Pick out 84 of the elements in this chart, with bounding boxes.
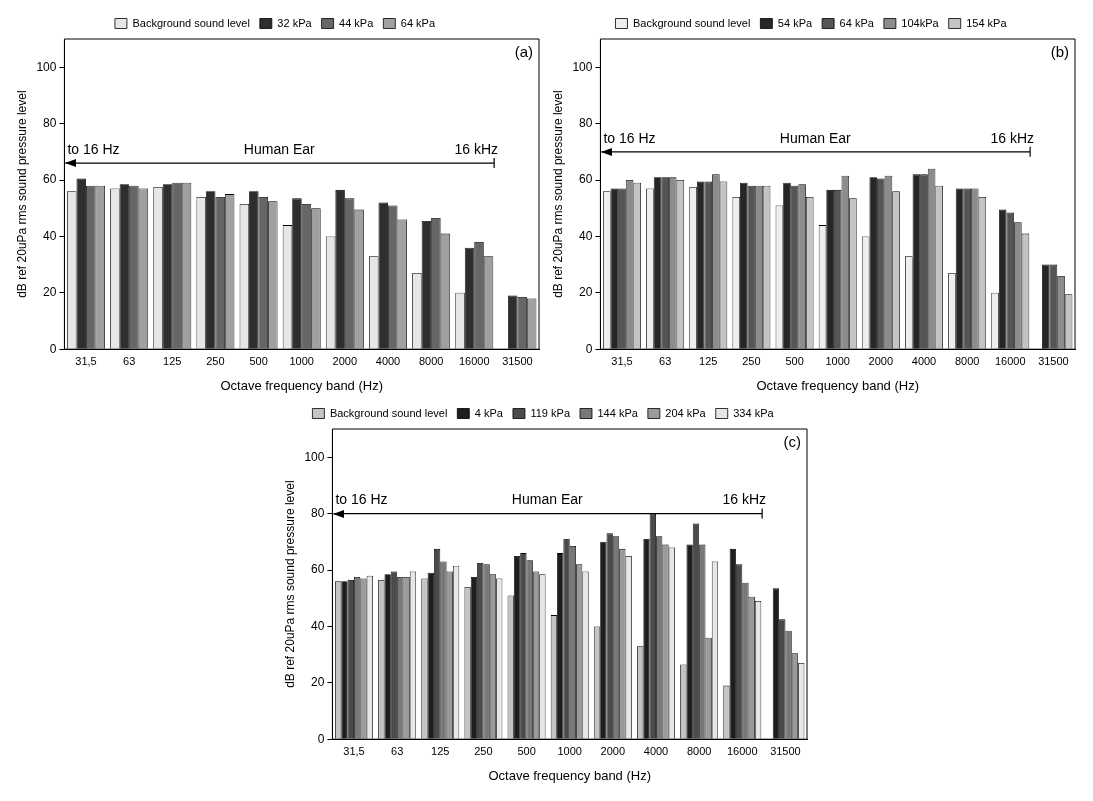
- x-tick-label: 8000: [686, 744, 711, 757]
- y-axis-title: dB ref 20uPa rms sound pressure level: [282, 480, 297, 688]
- y-tick-label: 20: [42, 285, 57, 300]
- x-tick-label: 250: [473, 744, 493, 757]
- y-tick-label: 0: [49, 341, 57, 356]
- y-tick-label: 0: [317, 731, 325, 746]
- x-tick-label: 1000: [556, 744, 582, 757]
- y-tick-label: 40: [310, 618, 325, 633]
- x-tick-label: 63: [658, 354, 671, 367]
- ref-line-label: Human Ear: [511, 491, 583, 508]
- x-tick-label: 4000: [375, 354, 400, 367]
- ref-line-label: Human Ear: [243, 140, 315, 157]
- x-tick-label: 125: [698, 354, 717, 367]
- y-tick-label: 20: [578, 285, 593, 300]
- y-tick-label: 60: [42, 172, 57, 187]
- x-tick-label: 63: [390, 744, 403, 757]
- y-tick-label: 80: [310, 505, 325, 520]
- y-tick-label: 60: [578, 172, 593, 187]
- legend-label: 334 kPa: [732, 406, 774, 419]
- annotation: (c): [783, 432, 801, 450]
- annotation: (b): [1050, 42, 1069, 60]
- x-tick-label: 500: [516, 744, 536, 757]
- x-tick-label: 500: [784, 354, 804, 367]
- y-tick-label: 80: [578, 115, 593, 130]
- annotation: to 16 Hz: [602, 129, 656, 146]
- x-tick-label: 2000: [332, 354, 357, 367]
- legend-label: Background sound level: [131, 16, 250, 29]
- x-tick-label: 31500: [1037, 354, 1069, 367]
- x-tick-label: 500: [248, 354, 268, 367]
- x-tick-label: 31,5: [610, 354, 633, 367]
- legend-label: 44 kPa: [338, 16, 374, 29]
- x-tick-label: 16000: [994, 354, 1026, 367]
- legend-label: 64 kPa: [400, 16, 436, 29]
- y-tick-label: 80: [42, 115, 57, 130]
- annotation: 16 kHz: [454, 140, 498, 157]
- x-tick-label: 1000: [288, 354, 314, 367]
- x-tick-label: 1000: [824, 354, 850, 367]
- legend-label: 204 kPa: [664, 406, 707, 419]
- y-tick-label: 40: [578, 228, 593, 243]
- x-axis-title: Octave frequency band (Hz): [219, 377, 383, 393]
- y-tick-label: 60: [310, 562, 325, 577]
- x-axis-title: Octave frequency band (Hz): [755, 377, 919, 393]
- x-tick-label: 16000: [458, 354, 490, 367]
- x-tick-label: 31500: [769, 744, 801, 757]
- x-tick-label: 8000: [418, 354, 443, 367]
- y-axis-title: dB ref 20uPa rms sound pressure level: [550, 90, 565, 298]
- y-tick-label: 0: [585, 341, 593, 356]
- x-tick-label: 8000: [954, 354, 979, 367]
- x-tick-label: 4000: [643, 744, 668, 757]
- annotation: 16 kHz: [722, 491, 766, 508]
- legend-label: 54 kPa: [777, 16, 813, 29]
- x-tick-label: 16000: [726, 744, 758, 757]
- y-axis-title: dB ref 20uPa rms sound pressure level: [14, 90, 29, 298]
- x-tick-label: 2000: [868, 354, 893, 367]
- y-tick-label: 100: [303, 449, 325, 464]
- annotation: (a): [514, 42, 533, 60]
- ref-line-label: Human Ear: [779, 129, 851, 146]
- annotation: 16 kHz: [990, 129, 1034, 146]
- legend-label: Background sound level: [329, 406, 447, 419]
- x-tick-label: 31500: [501, 354, 533, 367]
- y-tick-label: 100: [571, 59, 593, 74]
- legend-label: 154 kPa: [965, 16, 1007, 29]
- legend-label: 64 kPa: [839, 16, 875, 29]
- legend-label: 4 kPa: [474, 406, 504, 419]
- annotation: to 16 Hz: [334, 491, 388, 508]
- x-axis-title: Octave frequency band (Hz): [487, 767, 651, 783]
- x-tick-label: 125: [430, 744, 449, 757]
- annotation: to 16 Hz: [66, 140, 120, 157]
- x-tick-label: 31,5: [74, 354, 97, 367]
- x-tick-label: 4000: [911, 354, 936, 367]
- x-tick-label: 31,5: [342, 744, 365, 757]
- x-tick-label: 250: [205, 354, 225, 367]
- x-tick-label: 125: [162, 354, 181, 367]
- legend-label: 32 kPa: [276, 16, 312, 29]
- x-tick-label: 2000: [600, 744, 625, 757]
- x-tick-label: 250: [741, 354, 761, 367]
- legend-label: Background sound level: [632, 16, 750, 29]
- y-tick-label: 100: [35, 59, 57, 74]
- y-tick-label: 40: [42, 228, 57, 243]
- legend-label: 119 kPa: [529, 406, 571, 419]
- x-tick-label: 63: [122, 354, 135, 367]
- legend-label: 144 kPa: [597, 406, 639, 419]
- y-tick-label: 20: [310, 675, 325, 690]
- legend-label: 104kPa: [900, 16, 940, 29]
